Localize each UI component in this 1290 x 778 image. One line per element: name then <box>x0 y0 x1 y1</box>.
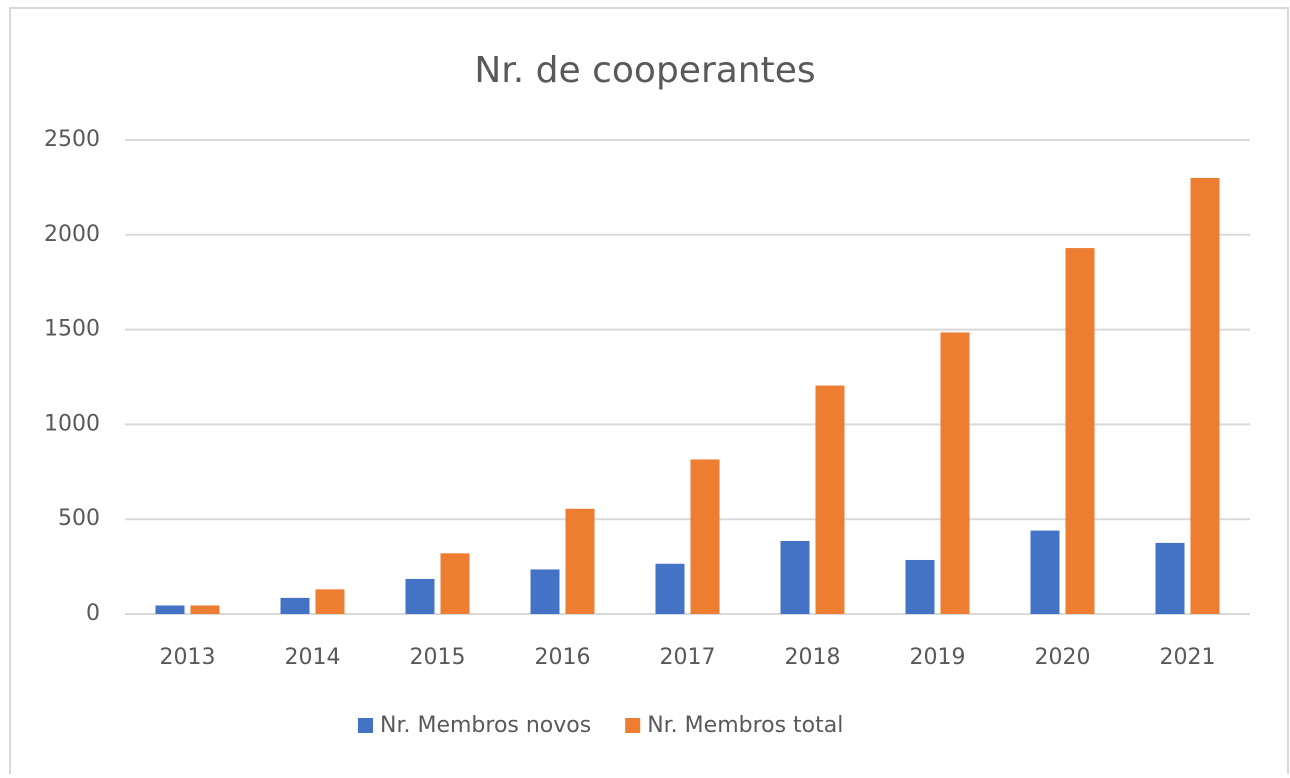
bar <box>1155 542 1185 614</box>
bar <box>280 597 310 614</box>
bar <box>1030 530 1060 614</box>
bar <box>155 605 185 614</box>
bar <box>1065 248 1095 614</box>
y-tick-label: 0 <box>86 601 100 626</box>
x-tick-label: 2015 <box>410 645 466 670</box>
bar <box>565 508 595 614</box>
x-tick-label: 2020 <box>1035 645 1091 670</box>
legend-swatch <box>358 718 373 733</box>
legend-label: Nr. Membros novos <box>380 713 591 738</box>
bar <box>655 563 685 614</box>
legend-swatch <box>625 718 641 733</box>
bar <box>530 569 560 614</box>
legend-label: Nr. Membros total <box>647 713 843 738</box>
bar <box>940 332 970 614</box>
bar <box>190 605 220 614</box>
y-tick-label: 1000 <box>44 411 100 436</box>
x-tick-label: 2021 <box>1160 645 1216 670</box>
y-tick-label: 500 <box>58 506 100 531</box>
chart-title: Nr. de cooperantes <box>474 50 815 91</box>
bar <box>440 553 470 614</box>
x-tick-label: 2017 <box>660 645 716 670</box>
bar <box>815 385 845 614</box>
bar <box>405 578 435 614</box>
x-tick-label: 2016 <box>535 645 591 670</box>
x-tick-label: 2014 <box>285 645 341 670</box>
bar <box>315 589 345 614</box>
bar <box>690 459 720 614</box>
x-tick-label: 2019 <box>910 645 966 670</box>
y-tick-label: 2000 <box>44 222 100 247</box>
bar <box>905 559 935 614</box>
y-tick-label: 1500 <box>44 317 100 342</box>
bar <box>1190 177 1220 615</box>
bar <box>780 541 810 614</box>
y-tick-label: 2500 <box>44 127 100 152</box>
x-tick-label: 2018 <box>785 645 841 670</box>
x-tick-label: 2013 <box>160 645 216 670</box>
